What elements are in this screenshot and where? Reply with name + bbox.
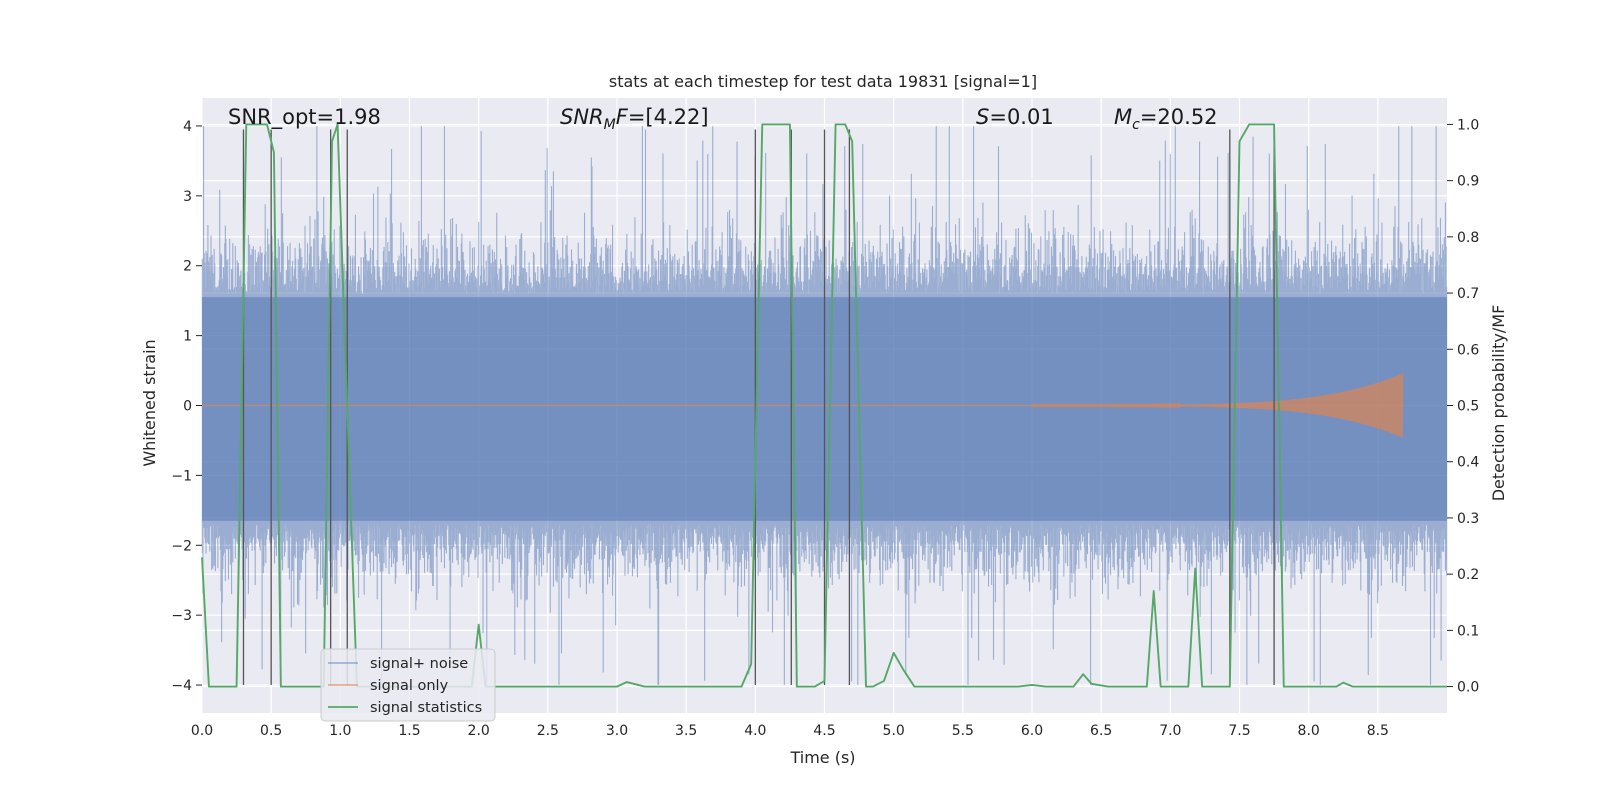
threshold-lines — [242, 129, 1275, 686]
x-tick-label: 7.0 — [1159, 723, 1181, 739]
y-tick-label-left: 0 — [183, 399, 192, 415]
x-tick-label: 2.0 — [468, 723, 490, 739]
x-tick-label: 7.5 — [1228, 723, 1250, 739]
x-tick-label: 4.5 — [813, 723, 835, 739]
signal-trace — [202, 373, 1404, 438]
y-axis-left-label: Whitened strain — [140, 339, 159, 466]
y-tick-label-right: 0.8 — [1457, 230, 1479, 246]
y-tick-label-left: 1 — [183, 329, 192, 345]
y-tick-label-left: −1 — [171, 468, 192, 484]
y-tick-label-left: 3 — [183, 189, 192, 205]
x-tick-label: 8.0 — [1298, 723, 1320, 739]
y-tick-label-left: 4 — [183, 119, 192, 135]
x-tick-label: 0.5 — [260, 723, 282, 739]
y-tick-label-right: 1.0 — [1457, 117, 1479, 133]
y-tick-label-left: −4 — [171, 678, 192, 694]
x-tick-label: 5.0 — [883, 723, 905, 739]
y-tick-label-left: −3 — [171, 608, 192, 624]
legend-signal-label: signal only — [370, 678, 449, 694]
y-tick-label-right: 0.6 — [1457, 342, 1479, 358]
y-axis-right-ticks: 1.0 0.9 0.8 0.7 0.6 0.5 0.4 0.3 0.2 0.1 0.0 — [1447, 117, 1479, 696]
svg-text:S=0.01: S=0.01 — [976, 105, 1054, 129]
x-tick-label: 6.0 — [1021, 723, 1043, 739]
y-tick-label-right: 0.4 — [1457, 455, 1479, 471]
y-tick-label-right: 0.3 — [1457, 511, 1479, 527]
x-tick-label: 6.5 — [1090, 723, 1112, 739]
x-tick-label: 2.5 — [537, 723, 559, 739]
y-tick-label-right: 0.9 — [1457, 174, 1479, 190]
y-tick-label-right: 0.5 — [1457, 399, 1479, 415]
x-axis-ticks: 0.0 0.5 1.0 1.5 2.0 2.5 3.0 3.5 4.0 4.5 5.0 5.5 6.0 6… — [191, 723, 1389, 739]
stats-series — [201, 123, 1447, 688]
x-tick-label: 5.5 — [952, 723, 974, 739]
annotation-mc: Mc=20.52 — [1114, 105, 1218, 133]
x-tick-label: 3.0 — [606, 723, 628, 739]
x-tick-label: 8.5 — [1367, 723, 1389, 739]
y-tick-label-right: 0.2 — [1457, 567, 1479, 583]
x-tick-label: 0.0 — [191, 723, 213, 739]
svg-text:Mc=20.52: Mc=20.52 — [1114, 105, 1218, 133]
y-tick-label-right: 0.1 — [1457, 623, 1479, 639]
x-tick-label: 1.0 — [329, 723, 351, 739]
legend-stats-label: signal statistics — [370, 700, 482, 716]
x-tick-label: 3.5 — [675, 723, 697, 739]
y-axis-right-label: Detection probability/MF — [1489, 305, 1508, 502]
annotation-snr-mf: SNRMF=[4.22] — [560, 105, 709, 133]
svg-text:SNRMF=[4.22]: SNRMF=[4.22] — [560, 105, 709, 133]
x-tick-label: 4.0 — [744, 723, 766, 739]
signal-series — [202, 373, 1404, 438]
y-axis-left-ticks: 4 3 2 1 0 −1 −2 −3 −4 — [171, 119, 202, 694]
y-tick-label-right: 0.7 — [1457, 286, 1479, 302]
x-tick-label: 1.5 — [398, 723, 420, 739]
annotation-snr-opt: SNR_opt=1.98 — [228, 105, 381, 130]
annotation-s-stat: S=0.01 — [976, 105, 1054, 129]
stats-line — [201, 123, 1447, 688]
y-tick-label-right: 0.0 — [1457, 680, 1479, 696]
x-axis-label: Time (s) — [789, 748, 855, 767]
y-tick-label-left: 2 — [183, 259, 192, 275]
y-tick-label-left: −2 — [171, 538, 192, 554]
legend-noise-label: signal+ noise — [370, 656, 468, 672]
chart-title: stats at each timestep for test data 198… — [609, 72, 1037, 91]
legend: signal+ noise signal only signal statist… — [320, 648, 496, 722]
